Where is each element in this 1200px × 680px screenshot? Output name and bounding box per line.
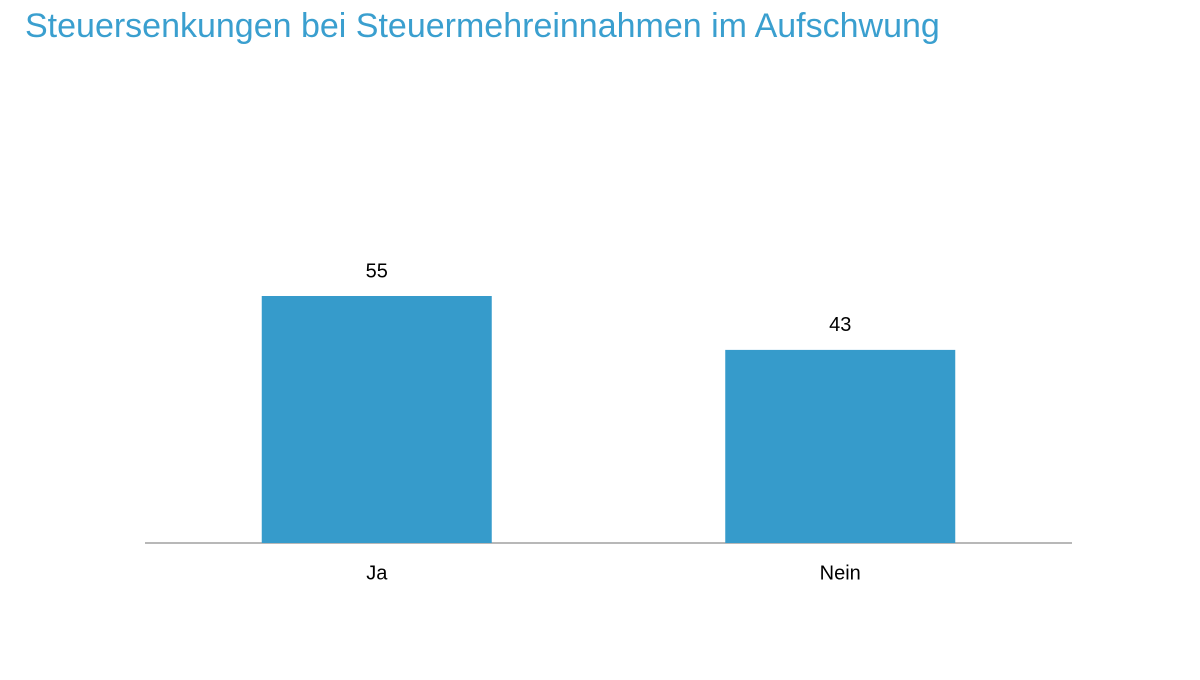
x-tick-label: Nein bbox=[820, 562, 861, 584]
bar bbox=[725, 349, 956, 543]
value-label: 55 bbox=[366, 260, 388, 282]
x-tick-label: Ja bbox=[366, 562, 388, 584]
chart-title: Steuersenkungen bei Steuermehreinnahmen … bbox=[25, 7, 940, 45]
value-label: 43 bbox=[829, 314, 851, 336]
bar bbox=[261, 296, 492, 543]
